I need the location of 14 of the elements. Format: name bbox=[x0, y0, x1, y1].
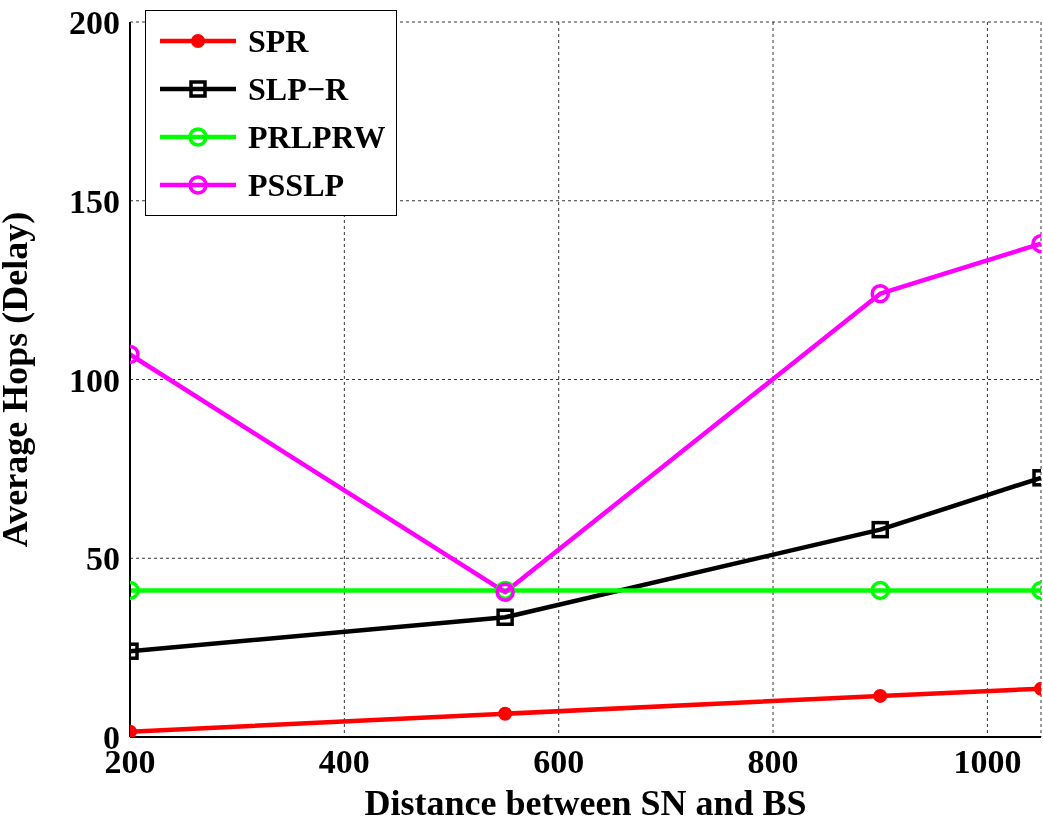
x-tick-label: 800 bbox=[747, 743, 799, 781]
y-tick-label: 200 bbox=[69, 4, 120, 42]
legend-label: SLP−R bbox=[248, 70, 349, 108]
legend-label: SPR bbox=[248, 22, 309, 60]
y-axis-title: Average Hops (Delay) bbox=[0, 211, 35, 548]
y-tick-label: 150 bbox=[69, 182, 120, 220]
legend-label: PRLPRW bbox=[248, 118, 386, 156]
x-tick-label: 600 bbox=[533, 743, 585, 781]
x-tick-label: 400 bbox=[318, 743, 370, 781]
legend-label: PSSLP bbox=[248, 166, 345, 204]
y-tick-label: 100 bbox=[69, 361, 120, 399]
x-axis-title: Distance between SN and BS bbox=[364, 783, 807, 823]
y-tick-label: 50 bbox=[86, 540, 120, 578]
x-tick-label: 1000 bbox=[953, 743, 1022, 781]
